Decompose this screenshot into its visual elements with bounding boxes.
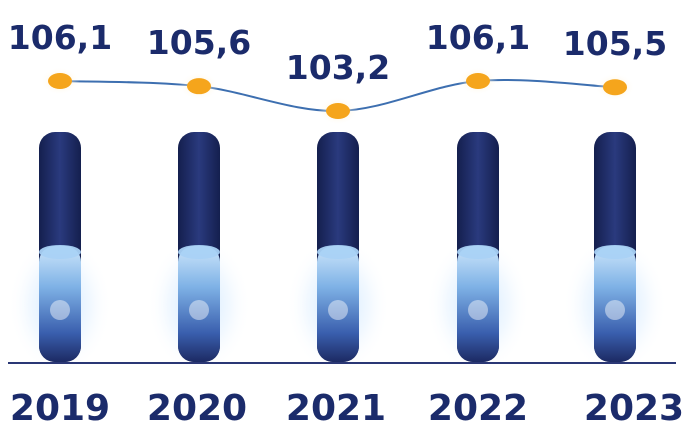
year-label-2019: 2019 [10,388,110,427]
bar-2023 [563,132,667,375]
value-label-2022: 106,1 [426,18,530,57]
year-label-2021: 2021 [286,388,386,427]
bar-2022 [426,132,530,375]
year-label-2023: 2023 [584,388,684,427]
value-labels-group: 106,1 105,6 103,2 106,1 105,5 [8,18,667,87]
year-label-2020: 2020 [147,388,247,427]
value-label-2021: 103,2 [286,48,390,87]
bar-2019 [8,132,112,375]
marker-2019 [40,67,80,95]
bars-group [8,132,667,375]
value-label-2019: 106,1 [8,18,112,57]
marker-2020 [179,72,219,101]
value-label-2023: 105,5 [563,24,667,63]
year-label-2022: 2022 [428,388,528,427]
marker-2022 [458,67,498,95]
value-label-2020: 105,6 [147,23,251,62]
marker-2021 [318,97,358,125]
year-labels-group: 2019 2020 2021 2022 2023 [10,388,684,427]
markers-group [40,67,635,125]
bar-2020 [147,132,251,375]
marker-2023 [595,73,635,102]
bar-2021 [286,132,390,375]
